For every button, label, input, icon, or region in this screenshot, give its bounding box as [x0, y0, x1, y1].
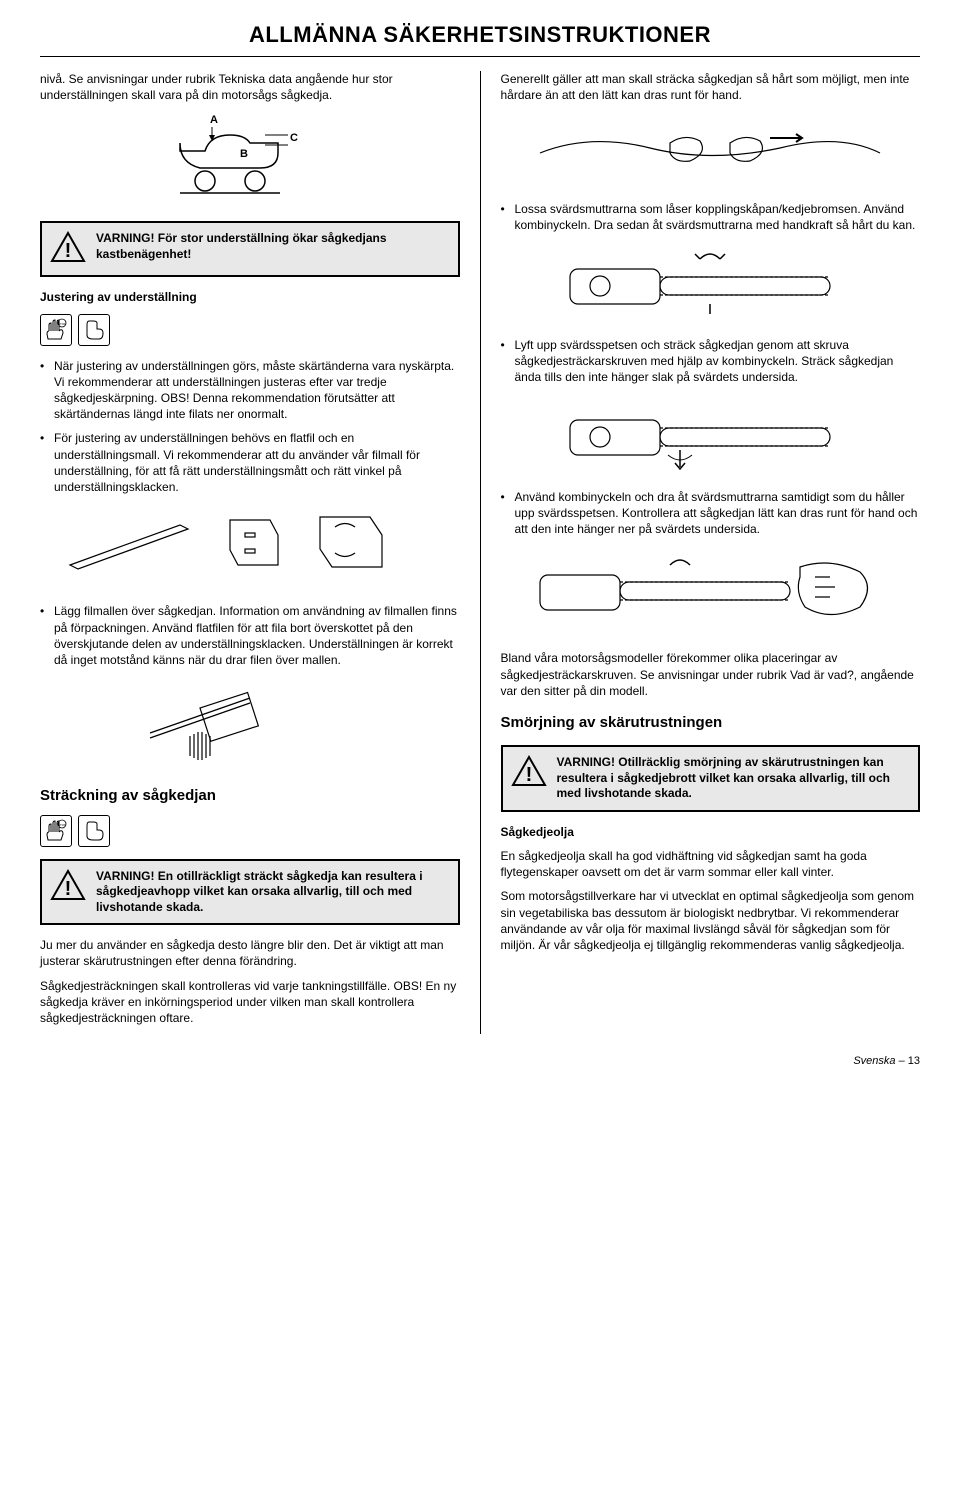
bullet-dot: [501, 201, 515, 233]
intro-left: nivå. Se anvisningar under rubrik Teknis…: [40, 71, 460, 103]
bullet-l3: Lägg filmallen över sågkedjan. Informati…: [40, 603, 460, 668]
figure-chainsaw-2: [501, 395, 921, 474]
figure-chainlink-abc: A C B: [40, 113, 460, 207]
warning-text-1: VARNING! För stor underställning ökar så…: [96, 231, 448, 262]
label-c: C: [290, 132, 298, 144]
warning-triangle-icon: !: [511, 755, 547, 791]
footer-sep: –: [896, 1055, 908, 1067]
stop-hand-icon: STOP: [40, 314, 72, 346]
svg-text:STOP: STOP: [58, 322, 66, 326]
figure-file-templates: [40, 505, 460, 589]
bullet-text: Lossa svärdsmuttrarna som låser koppling…: [515, 201, 921, 233]
heading-strackning: Sträckning av sågkedjan: [40, 786, 460, 806]
label-a: A: [210, 114, 218, 126]
figure-chainsaw-3: [501, 547, 921, 636]
bullet-dot: [501, 337, 515, 386]
column-divider: [480, 71, 481, 1035]
bullet-r3: Använd kombinyckeln och dra åt svärdsmut…: [501, 489, 921, 538]
glove-icon: [78, 815, 110, 847]
warning-triangle-icon: !: [50, 869, 86, 905]
warning-box-3: ! VARNING! Otillräcklig smörjning av skä…: [501, 745, 921, 812]
heading-smorjning: Smörjning av skärutrustningen: [501, 713, 921, 733]
para-strack-2: Sågkedjesträckningen skall kontrolleras …: [40, 978, 460, 1027]
figure-file-over-chain: [40, 678, 460, 772]
bullet-dot: [40, 603, 54, 668]
heading-oil: Sågkedjeolja: [501, 824, 921, 840]
bullet-text: Lyft upp svärdsspetsen och sträck sågked…: [515, 337, 921, 386]
warning-box-2: ! VARNING! En otillräckligt sträckt sågk…: [40, 859, 460, 926]
bullet-dot: [40, 358, 54, 423]
bullet-text: Lägg filmallen över sågkedjan. Informati…: [54, 603, 460, 668]
warning-triangle-icon: !: [50, 231, 86, 267]
bullet-l2: För justering av underställningen behövs…: [40, 430, 460, 495]
footer-lang: Svenska: [853, 1055, 895, 1067]
svg-text:!: !: [525, 764, 532, 786]
bullet-r1: Lossa svärdsmuttrarna som låser koppling…: [501, 201, 921, 233]
para-placement: Bland våra motorsågsmodeller förekommer …: [501, 650, 921, 699]
bullet-text: Använd kombinyckeln och dra åt svärdsmut…: [515, 489, 921, 538]
page-footer: Svenska – 13: [40, 1054, 920, 1069]
svg-text:STOP: STOP: [58, 823, 66, 827]
bullet-l1: När justering av underställningen görs, …: [40, 358, 460, 423]
para-oil-1: En sågkedjeolja skall ha god vidhäftning…: [501, 848, 921, 880]
heading-justering: Justering av underställning: [40, 289, 460, 305]
intro-right: Generellt gäller att man skall sträcka s…: [501, 71, 921, 103]
footer-page-number: 13: [908, 1055, 920, 1067]
left-column: nivå. Se anvisningar under rubrik Teknis…: [40, 71, 460, 1035]
warning-box-1: ! VARNING! För stor underställning ökar …: [40, 221, 460, 277]
svg-text:!: !: [65, 240, 72, 262]
bullet-text: För justering av underställningen behövs…: [54, 430, 460, 495]
warning-text-2: VARNING! En otillräckligt sträckt sågked…: [96, 869, 448, 916]
right-column: Generellt gäller att man skall sträcka s…: [501, 71, 921, 1035]
figure-hands-chain: [501, 113, 921, 187]
page-title: ALLMÄNNA SÄKERHETSINSTRUKTIONER: [40, 20, 920, 57]
para-strack-1: Ju mer du använder en sågkedja desto län…: [40, 937, 460, 969]
svg-text:!: !: [65, 878, 72, 900]
icon-row-gloves-2: STOP: [40, 815, 460, 847]
bullet-dot: [40, 430, 54, 495]
para-oil-2: Som motorsågstillverkare har vi utveckla…: [501, 888, 921, 953]
bullet-r2: Lyft upp svärdsspetsen och sträck sågked…: [501, 337, 921, 386]
glove-icon: [78, 314, 110, 346]
label-b: B: [240, 148, 248, 160]
figure-chainsaw-1: [501, 244, 921, 323]
bullet-dot: [501, 489, 515, 538]
stop-hand-icon: STOP: [40, 815, 72, 847]
warning-text-3: VARNING! Otillräcklig smörjning av skäru…: [557, 755, 909, 802]
bullet-text: När justering av underställningen görs, …: [54, 358, 460, 423]
two-column-layout: nivå. Se anvisningar under rubrik Teknis…: [40, 71, 920, 1035]
icon-row-gloves-1: STOP: [40, 314, 460, 346]
